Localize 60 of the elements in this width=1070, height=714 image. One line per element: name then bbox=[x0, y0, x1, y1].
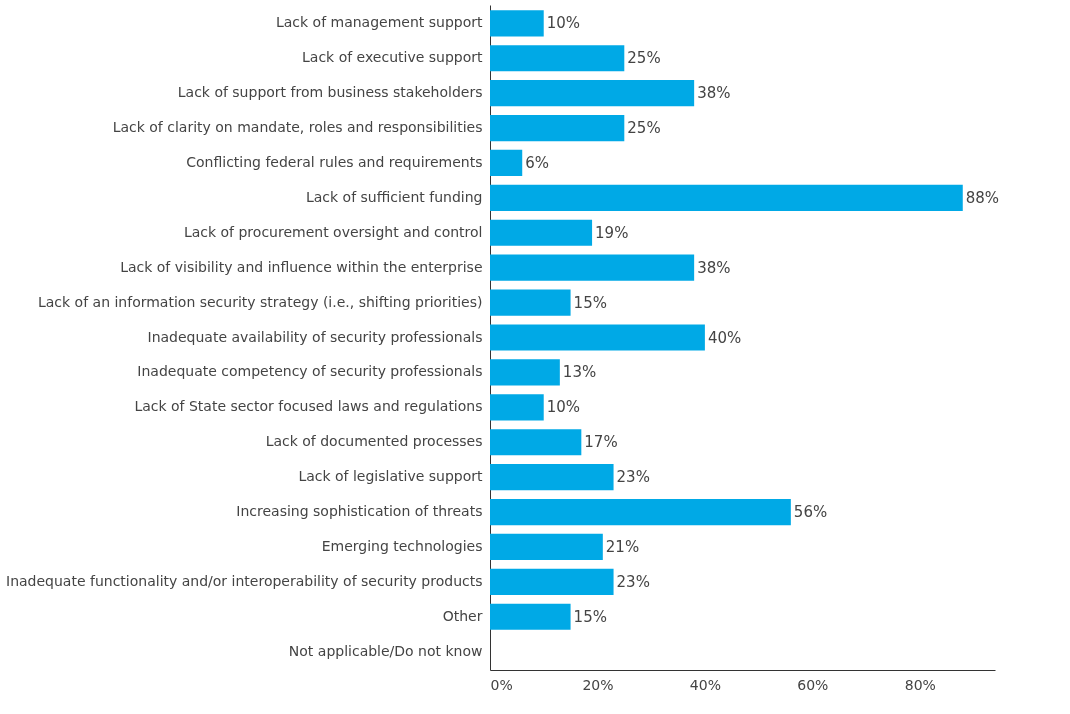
y-tick-label: Not applicable/Do not know bbox=[288, 642, 483, 659]
bar bbox=[490, 10, 544, 37]
bar bbox=[490, 45, 625, 72]
data-label: 23% bbox=[616, 572, 650, 591]
bar bbox=[490, 149, 523, 177]
bar bbox=[490, 359, 560, 386]
data-label: 21% bbox=[605, 537, 640, 556]
data-label: 19% bbox=[595, 223, 629, 242]
bar bbox=[490, 324, 705, 351]
data-label: 23% bbox=[616, 468, 650, 487]
data-label: 6% bbox=[525, 153, 550, 172]
y-tick-label: Lack of documented processes bbox=[265, 433, 483, 450]
y-tick-label: Lack of clarity on mandate, roles and responsibilities bbox=[112, 119, 483, 136]
bar bbox=[490, 568, 614, 595]
data-label: 25% bbox=[627, 49, 661, 68]
x-tick-label: 20% bbox=[582, 676, 614, 693]
bar bbox=[490, 498, 791, 526]
bar bbox=[490, 114, 625, 142]
bar bbox=[490, 533, 603, 561]
data-label: 15% bbox=[573, 293, 607, 312]
y-tick-label: Lack of procurement oversight and control bbox=[183, 223, 483, 240]
y-tick-label: Emerging technologies bbox=[321, 537, 483, 554]
y-tick-label: Conflicting federal rules and requirements bbox=[186, 153, 483, 170]
data-label: 15% bbox=[573, 607, 607, 626]
y-tick-label: Lack of an information security strategy (i.e., shifting priorities) bbox=[37, 293, 483, 310]
x-tick-label: 0% bbox=[490, 676, 513, 693]
data-label: 38% bbox=[697, 84, 731, 103]
bar bbox=[490, 429, 582, 456]
bar bbox=[490, 394, 544, 421]
bar bbox=[490, 80, 695, 107]
bar bbox=[490, 464, 614, 491]
y-tick-label: Lack of legislative support bbox=[298, 468, 483, 485]
y-tick-label: Inadequate competency of security professionals bbox=[137, 363, 483, 380]
x-tick-label: 40% bbox=[689, 676, 721, 693]
y-tick-label: Lack of State sector focused laws and regulations bbox=[134, 398, 483, 415]
y-tick-label: Lack of visibility and influence within the enterprise bbox=[120, 258, 483, 275]
data-label: 10% bbox=[546, 14, 581, 33]
y-tick-label: Lack of sufficient funding bbox=[305, 188, 483, 205]
bar bbox=[490, 184, 963, 211]
data-label: 13% bbox=[562, 363, 597, 382]
data-label: 25% bbox=[627, 119, 661, 138]
y-tick-label: Other bbox=[442, 607, 483, 624]
y-tick-label: Lack of support from business stakeholders bbox=[177, 84, 483, 101]
y-tick-label: Inadequate functionality and/or interoperability of security products bbox=[6, 572, 483, 589]
y-tick-label: Lack of management support bbox=[275, 14, 484, 31]
data-label: 17% bbox=[584, 433, 618, 452]
bar bbox=[490, 254, 695, 281]
data-label: 56% bbox=[793, 503, 828, 522]
y-tick-label: Lack of executive support bbox=[302, 49, 483, 66]
bar bbox=[490, 219, 593, 246]
bar bbox=[490, 289, 571, 316]
data-label: 38% bbox=[697, 258, 731, 277]
x-tick-label: 60% bbox=[797, 676, 829, 693]
bar bbox=[490, 603, 571, 630]
data-label: 10% bbox=[546, 398, 581, 417]
x-tick-label: 80% bbox=[904, 676, 936, 693]
y-tick-label: Increasing sophistication of threats bbox=[236, 503, 483, 520]
data-label: 40% bbox=[707, 328, 742, 347]
y-tick-label: Inadequate availability of security professionals bbox=[147, 328, 483, 345]
data-label: 88% bbox=[965, 188, 1000, 207]
